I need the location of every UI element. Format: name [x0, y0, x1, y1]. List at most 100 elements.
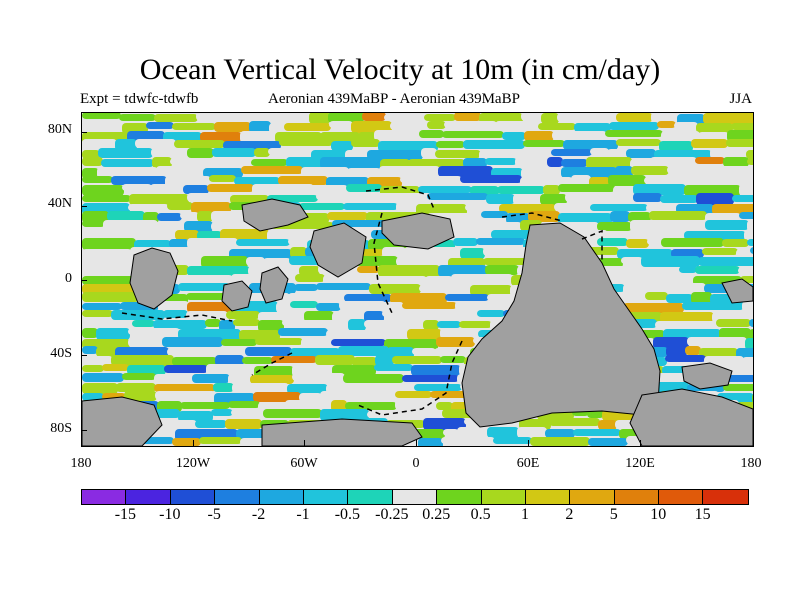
field-patch — [183, 185, 209, 194]
field-patch — [82, 157, 103, 166]
field-patch — [187, 302, 233, 313]
northern-island — [381, 212, 455, 250]
field-patch — [320, 157, 382, 169]
field-patch — [378, 265, 440, 277]
north-america-like-continent — [129, 247, 179, 310]
period-label: Aeronian 439MaBP - Aeronian 439MaBP — [268, 91, 520, 107]
field-patch — [172, 123, 216, 130]
field-patch — [563, 140, 618, 150]
field-patch — [665, 355, 706, 362]
field-patch — [453, 238, 478, 246]
field-patch — [111, 355, 174, 366]
field-patch — [122, 373, 156, 380]
field-patch — [154, 384, 215, 392]
field-patch — [497, 186, 545, 194]
x-label-0: 0 — [412, 456, 420, 471]
field-patch — [609, 122, 659, 130]
field-patch — [412, 348, 436, 355]
field-patch — [623, 284, 648, 295]
field-patch — [657, 121, 676, 128]
field-patch — [547, 157, 563, 167]
field-patch — [82, 373, 124, 382]
field-patch — [155, 391, 216, 400]
field-patch — [597, 222, 632, 231]
field-patch — [304, 311, 334, 322]
field-patch — [252, 184, 314, 195]
field-patch — [250, 375, 294, 384]
field-patch — [390, 293, 447, 304]
field-patch — [111, 176, 167, 185]
field-patch — [703, 113, 753, 124]
field-patch — [691, 292, 712, 304]
field-patch — [328, 113, 364, 123]
field-patch — [749, 167, 753, 174]
field-patch — [435, 150, 481, 158]
field-patch — [502, 132, 526, 140]
field-patch — [698, 167, 721, 175]
field-patch — [659, 141, 693, 152]
field-patch — [286, 157, 322, 168]
field-patch — [82, 266, 118, 274]
x-tick — [304, 440, 305, 446]
field-patch — [644, 177, 695, 184]
field-patch — [646, 204, 678, 212]
field-patch — [557, 113, 618, 122]
field-patch — [396, 257, 450, 266]
colorbar-label: -2 — [251, 506, 266, 523]
colorbar-box — [348, 490, 393, 504]
field-patch — [158, 301, 189, 312]
field-patch — [82, 220, 105, 227]
field-patch — [739, 177, 753, 186]
field-patch — [523, 140, 565, 147]
field-patch — [521, 168, 563, 179]
x-label-60w: 60W — [290, 456, 318, 471]
field-patch — [157, 213, 182, 221]
field-patch — [565, 193, 592, 202]
colorbar-label: 0.25 — [422, 506, 451, 523]
field-patch — [696, 123, 733, 133]
field-patch — [263, 409, 322, 418]
field-patch — [661, 238, 724, 247]
field-patch — [290, 301, 318, 308]
field-patch — [178, 283, 230, 291]
field-patch — [666, 294, 693, 303]
field-patch — [316, 193, 378, 200]
field-patch — [233, 319, 260, 326]
field-patch — [423, 320, 439, 330]
field-patch — [440, 328, 480, 339]
field-patch — [419, 130, 444, 138]
field-patch — [162, 337, 223, 347]
field-patch — [82, 122, 124, 130]
field-patch — [362, 113, 386, 121]
field-patch — [465, 204, 501, 211]
field-patch — [279, 139, 333, 146]
antarctic-fragment-east — [629, 388, 753, 446]
field-patch — [124, 391, 157, 401]
field-patch — [685, 346, 701, 355]
field-patch — [82, 150, 100, 159]
field-patch — [232, 383, 289, 393]
colorbar-box — [215, 490, 260, 504]
field-patch — [710, 148, 748, 159]
field-patch — [521, 148, 537, 155]
chart-title: Ocean Vertical Velocity at 10m (in cm/da… — [139, 53, 661, 86]
field-patch — [253, 392, 301, 402]
field-patch — [441, 437, 495, 444]
field-patch — [641, 256, 700, 267]
southern-landmass-center — [261, 418, 423, 446]
field-patch — [155, 409, 180, 418]
field-patch — [554, 203, 592, 211]
field-patch — [633, 193, 662, 202]
field-patch — [486, 194, 515, 204]
x-label-60e: 60E — [516, 456, 540, 471]
field-patch — [742, 357, 753, 365]
colorbar-box — [614, 490, 660, 504]
field-patch — [552, 131, 607, 140]
field-patch — [631, 166, 669, 175]
field-patch — [587, 410, 604, 418]
field-patch — [571, 175, 591, 186]
field-patch — [374, 130, 421, 141]
field-patch — [276, 302, 292, 313]
field-patch — [739, 212, 753, 219]
field-patch — [167, 348, 209, 356]
